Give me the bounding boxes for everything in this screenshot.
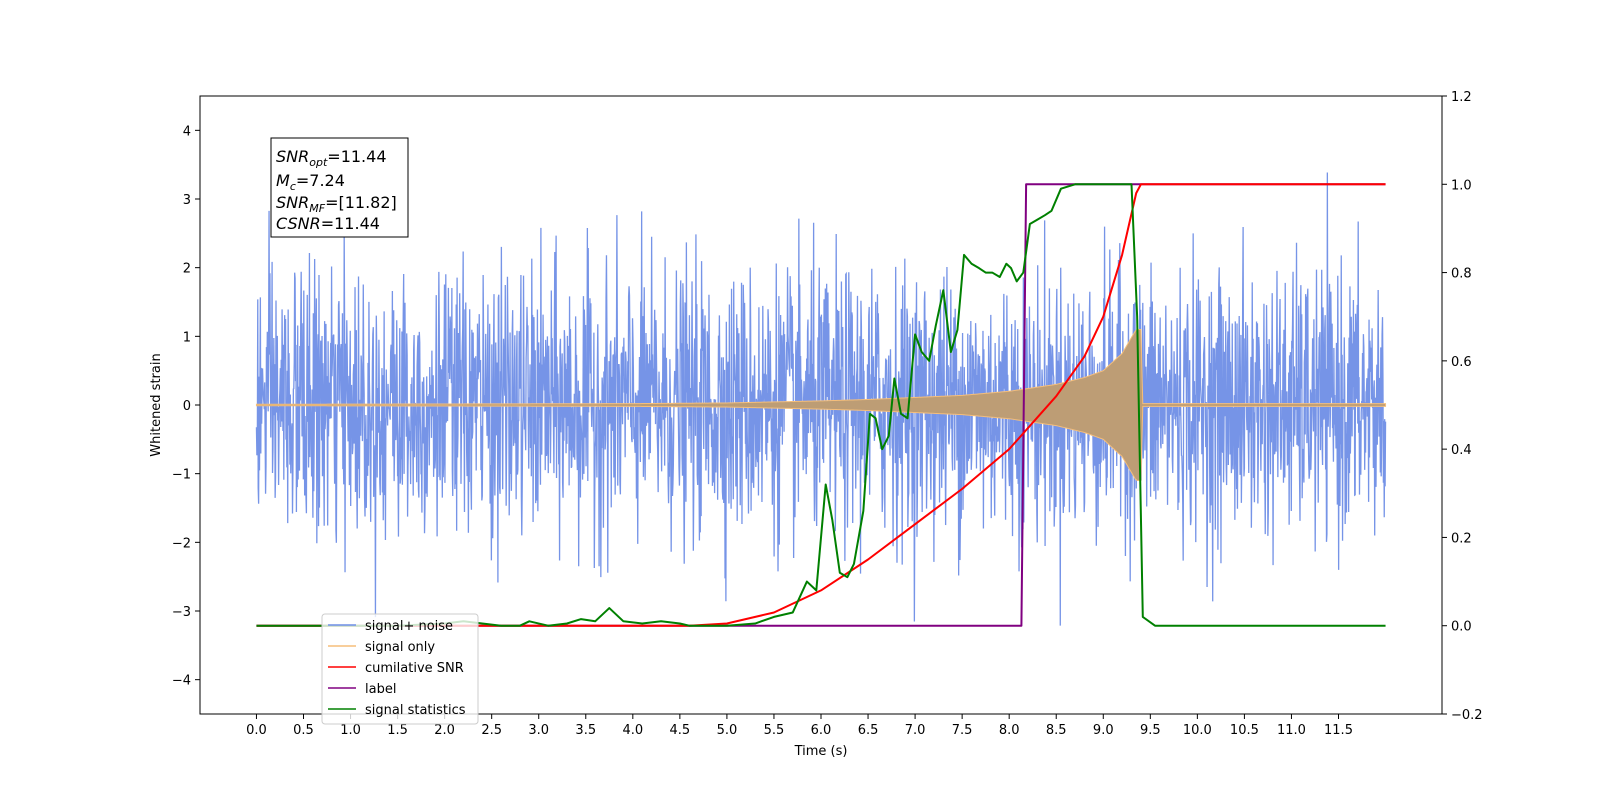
legend-item: signal only xyxy=(328,640,435,655)
x-tick-label: 5.0 xyxy=(717,723,738,738)
legend-item: signal statistics xyxy=(328,703,466,718)
series-cumulative-snr-line xyxy=(256,183,1386,627)
legend-label-cumulative-snr: cumilative SNR xyxy=(365,661,464,676)
y-tick-label: 2 xyxy=(183,262,191,277)
x-tick-label: 3.5 xyxy=(575,723,596,738)
series-layer xyxy=(255,172,1387,627)
y2-tick-label: 0.8 xyxy=(1451,267,1472,282)
y-axis-right: 1.2 1.0 0.8 0.6 0.4 0.2 0.0 −0.2 xyxy=(1442,90,1483,723)
y2-tick-label: 1.0 xyxy=(1451,178,1472,193)
x-tick-label: 9.5 xyxy=(1140,723,1161,738)
x-tick-label: 0.5 xyxy=(293,723,314,738)
y-tick-label: −1 xyxy=(172,468,191,483)
x-tick-label: 10.0 xyxy=(1183,723,1212,738)
annotation-snr-mf: SNRMF=[11.82] xyxy=(276,193,397,215)
x-tick-label: 11.0 xyxy=(1277,723,1306,738)
legend-label-signal-only: signal only xyxy=(365,640,435,655)
legend-item: cumilative SNR xyxy=(328,661,464,676)
x-tick-label: 7.5 xyxy=(952,723,973,738)
y-tick-label: −3 xyxy=(172,605,191,620)
annotation-chirp-mass: Mc=7.24 xyxy=(276,171,345,193)
x-tick-label: 4.0 xyxy=(622,723,643,738)
x-axis-label: Time (s) xyxy=(794,744,848,759)
series-signal-statistics-line xyxy=(256,183,1386,627)
annotation-frame xyxy=(270,137,409,238)
x-tick-label: 11.5 xyxy=(1324,723,1353,738)
annotation-box: SNRopt=11.44 Mc=7.24 SNRMF=[11.82] CSNR=… xyxy=(270,137,409,238)
x-tick-label: 9.0 xyxy=(1093,723,1114,738)
y2-tick-label: 1.2 xyxy=(1451,90,1472,105)
y2-tick-label: 0.6 xyxy=(1451,355,1472,370)
x-tick-label: 2.0 xyxy=(434,723,455,738)
x-tick-label: 0.0 xyxy=(246,723,267,738)
y2-tick-label: 0.4 xyxy=(1451,443,1472,458)
y2-tick-label: −0.2 xyxy=(1451,708,1483,723)
x-tick-label: 6.5 xyxy=(858,723,879,738)
x-axis: 0.0 0.5 1.0 1.5 2.0 2.5 3.0 3.5 4.0 4.5 5.0 5.5 6.0 6… xyxy=(246,714,1353,738)
series-signal-noise-line xyxy=(255,172,1387,626)
legend-item: label xyxy=(328,682,396,697)
y-tick-label: 4 xyxy=(183,124,191,139)
y-axis-label: Whitened strain xyxy=(149,353,164,456)
x-tick-label: 5.5 xyxy=(764,723,785,738)
x-tick-label: 3.0 xyxy=(528,723,549,738)
y-tick-label: −2 xyxy=(172,536,191,551)
annotation-snr-opt: SNRopt=11.44 xyxy=(276,147,387,169)
legend-frame xyxy=(321,613,479,725)
x-tick-label: 1.5 xyxy=(387,723,408,738)
legend-label-signal-statistics: signal statistics xyxy=(365,703,466,718)
x-tick-label: 8.0 xyxy=(999,723,1020,738)
series-signal-only-area xyxy=(255,328,1387,482)
x-tick-label: 8.5 xyxy=(1046,723,1067,738)
x-tick-label: 1.0 xyxy=(340,723,361,738)
legend-item: signal+ noise xyxy=(328,619,453,634)
x-tick-label: 4.5 xyxy=(670,723,691,738)
legend-label-signal-noise: signal+ noise xyxy=(365,619,453,634)
y-tick-label: 3 xyxy=(183,193,191,208)
y-axis-left: 4 3 2 1 0 −1 −2 −3 −4 xyxy=(172,124,200,689)
x-tick-label: 2.5 xyxy=(481,723,502,738)
x-tick-label: 10.5 xyxy=(1230,723,1259,738)
y2-tick-label: 0.0 xyxy=(1451,620,1472,635)
legend: signal+ noise signal only cumilative SNR… xyxy=(321,613,479,725)
x-tick-label: 7.0 xyxy=(905,723,926,738)
annotation-csnr: CSNR=11.44 xyxy=(276,214,380,233)
y-tick-label: 0 xyxy=(183,399,191,414)
x-tick-label: 6.0 xyxy=(811,723,832,738)
y-tick-label: −4 xyxy=(172,674,191,689)
y2-tick-label: 0.2 xyxy=(1451,531,1472,546)
y-tick-label: 1 xyxy=(183,330,191,345)
legend-label-label: label xyxy=(365,682,396,697)
